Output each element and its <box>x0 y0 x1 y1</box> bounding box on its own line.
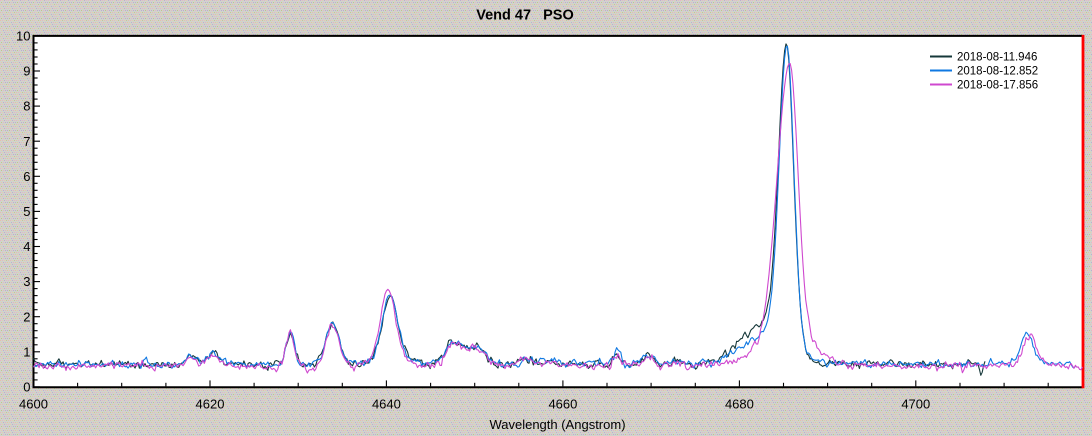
svg-text:Vend 47 PSO: Vend 47 PSO <box>476 8 574 24</box>
svg-text:2018-08-17.856: 2018-08-17.856 <box>957 80 1038 92</box>
svg-text:10: 10 <box>16 29 30 44</box>
svg-text:5: 5 <box>23 204 30 219</box>
svg-text:4640: 4640 <box>372 397 401 412</box>
svg-text:4700: 4700 <box>901 397 930 412</box>
svg-text:Wavelength (Angstrom): Wavelength (Angstrom) <box>489 417 625 432</box>
svg-text:0: 0 <box>23 380 30 395</box>
svg-text:7: 7 <box>23 134 30 149</box>
svg-text:4680: 4680 <box>725 397 754 412</box>
svg-text:4620: 4620 <box>196 397 225 412</box>
svg-text:8: 8 <box>23 99 30 114</box>
svg-text:2018-08-11.946: 2018-08-11.946 <box>957 52 1037 64</box>
svg-text:3: 3 <box>23 274 30 289</box>
svg-text:1: 1 <box>23 344 30 359</box>
svg-text:4: 4 <box>23 239 30 254</box>
svg-text:9: 9 <box>23 64 30 79</box>
svg-text:2: 2 <box>23 309 30 324</box>
svg-text:2018-08-12.852: 2018-08-12.852 <box>957 66 1038 78</box>
svg-text:4600: 4600 <box>19 397 48 412</box>
svg-text:4660: 4660 <box>548 397 577 412</box>
svg-text:6: 6 <box>23 169 30 184</box>
